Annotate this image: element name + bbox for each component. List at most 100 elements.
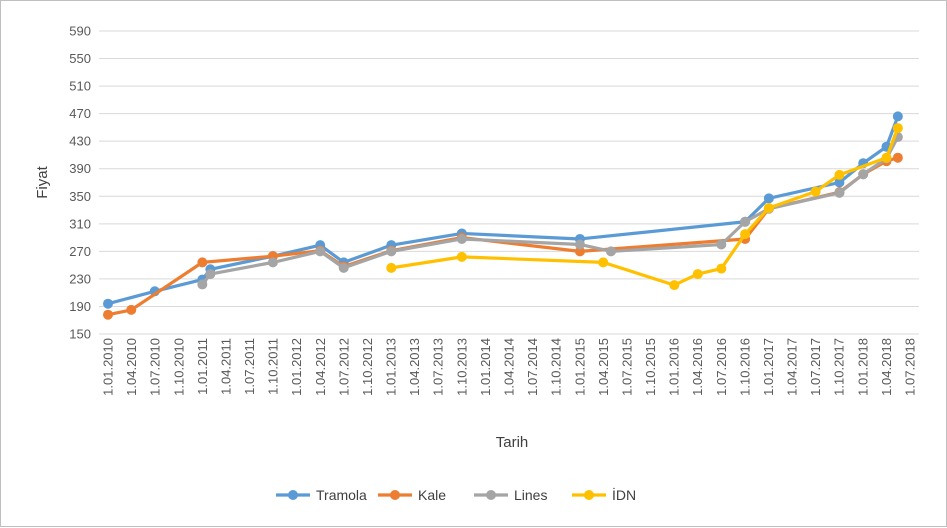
data-point xyxy=(386,262,397,273)
y-tick-label: 150 xyxy=(69,327,91,342)
data-point xyxy=(716,263,727,274)
data-point xyxy=(892,111,903,122)
data-point xyxy=(834,177,845,188)
x-tick-label: 1.01.2011 xyxy=(195,338,210,395)
x-tick-label: 1.10.2017 xyxy=(832,338,847,396)
x-tick-label: 1.01.2016 xyxy=(667,338,682,396)
data-point xyxy=(197,257,208,268)
x-tick-label: 1.10.2011 xyxy=(266,338,281,395)
x-tick-label: 1.10.2012 xyxy=(360,338,375,396)
data-point xyxy=(763,202,774,213)
data-point xyxy=(763,193,774,204)
legend-item: Tramola xyxy=(276,487,367,503)
y-tick-label: 550 xyxy=(69,51,91,66)
x-tick-label: 1.07.2013 xyxy=(431,338,446,396)
x-tick-label: 1.04.2014 xyxy=(502,338,517,396)
x-tick-label: 1.04.2016 xyxy=(690,338,705,396)
data-point xyxy=(315,246,326,257)
x-tick-label: 1.04.2012 xyxy=(313,338,328,396)
data-point xyxy=(834,187,845,198)
x-tick-label: 1.04.2013 xyxy=(407,338,422,396)
x-tick-label: 1.07.2015 xyxy=(619,338,634,396)
series-line xyxy=(200,135,900,287)
legend-label: Kale xyxy=(418,487,446,503)
data-point xyxy=(858,169,869,180)
data-point xyxy=(881,152,892,163)
data-point xyxy=(740,229,751,240)
data-point xyxy=(574,246,585,257)
y-tick-label: 270 xyxy=(69,244,91,259)
y-tick-label: 510 xyxy=(69,79,91,94)
x-tick-label: 1.10.2016 xyxy=(737,338,752,396)
x-tick-label: 1.07.2017 xyxy=(808,338,823,396)
x-tick-label: 1.07.2016 xyxy=(714,338,729,396)
series-lines xyxy=(197,132,903,290)
data-point xyxy=(456,251,467,262)
series-line xyxy=(106,114,900,306)
legend-item: Lines xyxy=(474,487,547,503)
x-tick-label: 1.10.2014 xyxy=(549,338,564,396)
x-tick-label: 1.01.2012 xyxy=(289,338,304,396)
x-tick-label: 1.07.2012 xyxy=(336,338,351,396)
y-tick-label: 590 xyxy=(69,24,91,39)
x-tick-label: 1.04.2017 xyxy=(785,338,800,396)
x-tick-label: 1.01.2018 xyxy=(855,338,870,396)
y-axis-title: Fiyat xyxy=(34,165,51,198)
data-point xyxy=(740,216,751,227)
series-group xyxy=(103,111,903,320)
legend-swatch-marker xyxy=(288,490,298,500)
data-point xyxy=(834,169,845,180)
data-point xyxy=(338,262,349,273)
legend-label: Tramola xyxy=(316,487,367,503)
y-tick-label: 190 xyxy=(69,299,91,314)
legend-label: Lines xyxy=(514,487,547,503)
x-tick-label: 1.10.2015 xyxy=(643,338,658,396)
data-point xyxy=(810,186,821,197)
x-tick-label: 1.10.2013 xyxy=(454,338,469,396)
x-tick-label: 1.10.2010 xyxy=(171,338,186,396)
data-point xyxy=(267,257,278,268)
data-point xyxy=(716,239,727,250)
x-tick-label: 1.01.2014 xyxy=(478,338,493,396)
legend-item: İDN xyxy=(572,486,636,503)
y-tick-label: 230 xyxy=(69,271,91,286)
data-point xyxy=(598,257,609,268)
x-tick-label: 1.04.2010 xyxy=(124,338,139,396)
data-point xyxy=(197,279,208,290)
x-tick-label: 1.07.2018 xyxy=(903,338,918,396)
series-i̇dn xyxy=(386,123,903,291)
data-point xyxy=(386,246,397,257)
legend-swatch-marker xyxy=(390,490,400,500)
data-point xyxy=(892,123,903,134)
legend-item: Kale xyxy=(378,487,446,503)
y-tick-label: 310 xyxy=(69,216,91,231)
data-point xyxy=(574,239,585,250)
x-tick-label: 1.01.2017 xyxy=(761,338,776,396)
x-axis-ticks: 1.01.2010 1.04.2010 1.07.2010 1.10.2010 1.01… xyxy=(101,338,918,396)
data-point xyxy=(456,233,467,244)
y-axis-ticks: 150 190 230 270 310 350 390 430 470 510 550 590 xyxy=(69,24,91,342)
y-tick-label: 430 xyxy=(69,134,91,149)
x-tick-label: 1.04.2015 xyxy=(596,338,611,396)
data-point xyxy=(605,246,616,257)
x-tick-label: 1.07.2014 xyxy=(525,338,540,396)
y-tick-label: 350 xyxy=(69,189,91,204)
data-point xyxy=(126,304,137,315)
data-point xyxy=(669,280,680,291)
x-tick-label: 1.01.2015 xyxy=(572,338,587,396)
gridlines xyxy=(99,30,919,307)
y-tick-label: 470 xyxy=(69,106,91,121)
legend-swatch-marker xyxy=(486,490,496,500)
x-tick-label: 1.07.2011 xyxy=(242,338,257,395)
legend-swatch-marker xyxy=(584,490,594,500)
y-tick-label: 390 xyxy=(69,161,91,176)
x-tick-label: 1.04.2011 xyxy=(218,338,233,395)
data-point xyxy=(103,298,113,309)
series-line xyxy=(389,126,900,287)
legend-label: İDN xyxy=(612,486,636,503)
x-tick-label: 1.01.2010 xyxy=(101,338,116,396)
x-axis-title: Tarih xyxy=(496,434,529,451)
x-tick-label: 1.04.2018 xyxy=(879,338,894,396)
